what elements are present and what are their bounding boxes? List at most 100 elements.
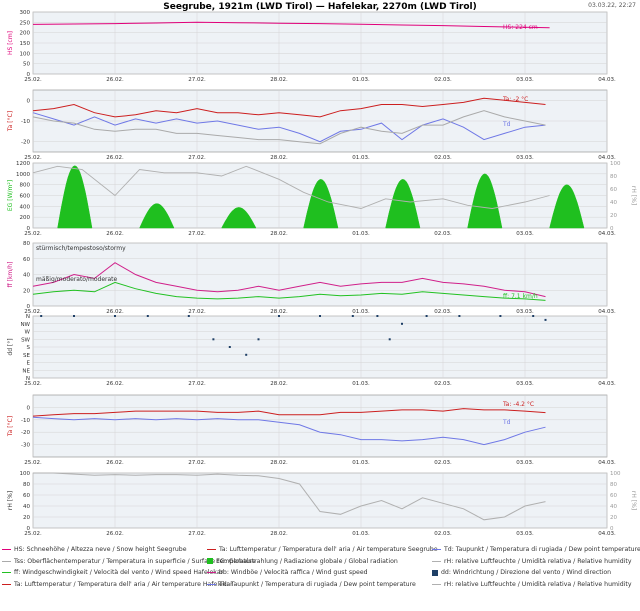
x-tick-label: 04.03. bbox=[598, 309, 616, 315]
y-axis-label: HS [cm] bbox=[7, 31, 14, 55]
radiation-area bbox=[57, 165, 93, 229]
y-tick-label: 20 bbox=[23, 288, 30, 294]
radiation-area bbox=[221, 207, 257, 229]
legend-label: dd: Windrichtung / Direzione del vento /… bbox=[441, 569, 612, 576]
x-tick-label: 04.03. bbox=[598, 381, 616, 387]
y-tick-label: S bbox=[27, 345, 31, 351]
x-tick-label: 27.02. bbox=[188, 231, 206, 237]
legend-item: Td: Taupunkt / Temperatura di rugiada / … bbox=[432, 546, 640, 553]
legend-row: HS: Schneehöhe / Altezza neve / Snow hei… bbox=[2, 546, 640, 558]
x-tick-label: 25.02. bbox=[24, 309, 42, 315]
y-tick-label: 60 bbox=[23, 257, 30, 263]
y-tick-label: -20 bbox=[21, 430, 30, 436]
legend-symbol bbox=[2, 572, 11, 573]
x-tick-label: 01.03. bbox=[352, 155, 370, 161]
legend-row: Ta: Lufttemperatur / Temperatura dell' a… bbox=[2, 581, 638, 593]
legend-label: bb: Windböe / Velocità raffica / Wind gu… bbox=[219, 569, 368, 576]
legend-symbol bbox=[432, 560, 441, 562]
y-tick-label: N bbox=[26, 376, 30, 382]
annotation: Td bbox=[502, 419, 511, 426]
x-tick-label: 27.02. bbox=[188, 460, 206, 466]
legend-symbol bbox=[207, 549, 216, 550]
x-tick-label: 02.03. bbox=[434, 231, 452, 237]
x-tick-label: 02.03. bbox=[434, 155, 452, 161]
y2-tick-label: 100 bbox=[610, 161, 621, 167]
x-tick-label: 03.03. bbox=[516, 460, 534, 466]
x-tick-label: 27.02. bbox=[188, 309, 206, 315]
legend-label: Ta: Lufttemperatur / Temperatura dell' a… bbox=[14, 580, 233, 588]
x-tick-label: 26.02. bbox=[106, 231, 124, 237]
y-tick-label: 20 bbox=[23, 515, 30, 521]
wind-direction-point bbox=[146, 315, 149, 317]
y-tick-label: 40 bbox=[23, 273, 30, 279]
wind-direction-point bbox=[114, 315, 116, 317]
x-tick-label: 01.03. bbox=[352, 460, 370, 466]
x-tick-label: 01.03. bbox=[352, 381, 370, 387]
legend-item: Td: Taupunkt / Temperatura di rugiada / … bbox=[207, 581, 416, 588]
y2-tick-label: 100 bbox=[610, 471, 621, 477]
x-tick-label: 26.02. bbox=[106, 460, 124, 466]
y2-tick-label: 20 bbox=[610, 515, 617, 521]
annotation: HS: 224 cm bbox=[503, 24, 538, 31]
wind-direction-point bbox=[351, 315, 354, 317]
wind-direction-point bbox=[187, 315, 190, 317]
radiation-area bbox=[549, 184, 585, 229]
legend-item: dd: Windrichtung / Direzione del vento /… bbox=[432, 569, 611, 576]
annotation: mäßig/moderato/moderate bbox=[36, 276, 118, 283]
y-tick-label: 50 bbox=[23, 62, 30, 68]
y2-tick-label: 40 bbox=[610, 200, 617, 206]
y-tick-label: 80 bbox=[23, 241, 30, 247]
x-tick-label: 26.02. bbox=[106, 531, 124, 537]
wind-direction-point bbox=[228, 346, 231, 348]
x-tick-label: 02.03. bbox=[434, 460, 452, 466]
panel-5-frame bbox=[32, 394, 608, 458]
x-tick-label: 03.03. bbox=[516, 531, 534, 537]
legend: HS: Schneehöhe / Altezza neve / Snow hei… bbox=[2, 546, 640, 593]
y-tick-label: 200 bbox=[20, 31, 31, 37]
series-Td bbox=[32, 416, 546, 446]
y-tick-label: -10 bbox=[21, 119, 30, 125]
y-tick-label: 80 bbox=[23, 482, 30, 488]
wind-direction-point bbox=[376, 315, 379, 317]
radiation-area bbox=[139, 203, 175, 229]
series-ff bbox=[32, 281, 546, 301]
x-tick-label: 04.03. bbox=[598, 460, 616, 466]
annotation: ff: 7.1 km/h bbox=[503, 293, 538, 300]
wind-direction-point bbox=[40, 315, 43, 317]
series-Ta bbox=[32, 97, 546, 118]
x-tick-label: 28.02. bbox=[270, 381, 288, 387]
x-tick-label: 25.02. bbox=[24, 77, 42, 83]
y-tick-label: 60 bbox=[23, 493, 30, 499]
x-tick-label: 02.03. bbox=[434, 381, 452, 387]
y-tick-label: 600 bbox=[20, 194, 31, 200]
x-tick-label: 27.02. bbox=[188, 381, 206, 387]
y-axis-label: dd [°] bbox=[7, 338, 14, 355]
legend-item: Ta: Lufttemperatur / Temperatura dell' a… bbox=[2, 581, 233, 588]
wind-direction-point bbox=[319, 315, 321, 317]
timestamp: 03.03.22, 22:27 bbox=[588, 2, 636, 9]
y-tick-label: 150 bbox=[20, 41, 31, 47]
x-tick-label: 28.02. bbox=[270, 309, 288, 315]
x-tick-label: 26.02. bbox=[106, 155, 124, 161]
x-tick-label: 25.02. bbox=[24, 460, 42, 466]
x-tick-label: 03.03. bbox=[516, 309, 534, 315]
series-rH bbox=[32, 165, 550, 209]
y-tick-label: NE bbox=[22, 368, 30, 374]
x-tick-label: 04.03. bbox=[598, 155, 616, 161]
y2-axis-label: rH [%] bbox=[630, 491, 637, 510]
legend-label: rH: relative Luftfeuchte / Umidità relat… bbox=[444, 580, 632, 588]
x-tick-label: 28.02. bbox=[270, 460, 288, 466]
legend-label: HS: Schneehöhe / Altezza neve / Snow hei… bbox=[14, 546, 187, 553]
x-tick-label: 25.02. bbox=[24, 381, 42, 387]
y-tick-label: -30 bbox=[21, 443, 30, 449]
annotation: Ta: -4.2 °C bbox=[502, 401, 534, 408]
y-tick-label: SW bbox=[21, 337, 30, 343]
y-tick-label: 300 bbox=[20, 10, 31, 16]
wind-direction-point bbox=[532, 315, 535, 317]
series-Td bbox=[32, 112, 546, 143]
x-tick-label: 26.02. bbox=[106, 381, 124, 387]
legend-label: Ta: Lufttemperatur / Temperatura dell' a… bbox=[219, 546, 438, 553]
series-HS bbox=[32, 21, 550, 29]
legend-symbol bbox=[432, 569, 438, 576]
legend-symbol bbox=[2, 549, 11, 550]
